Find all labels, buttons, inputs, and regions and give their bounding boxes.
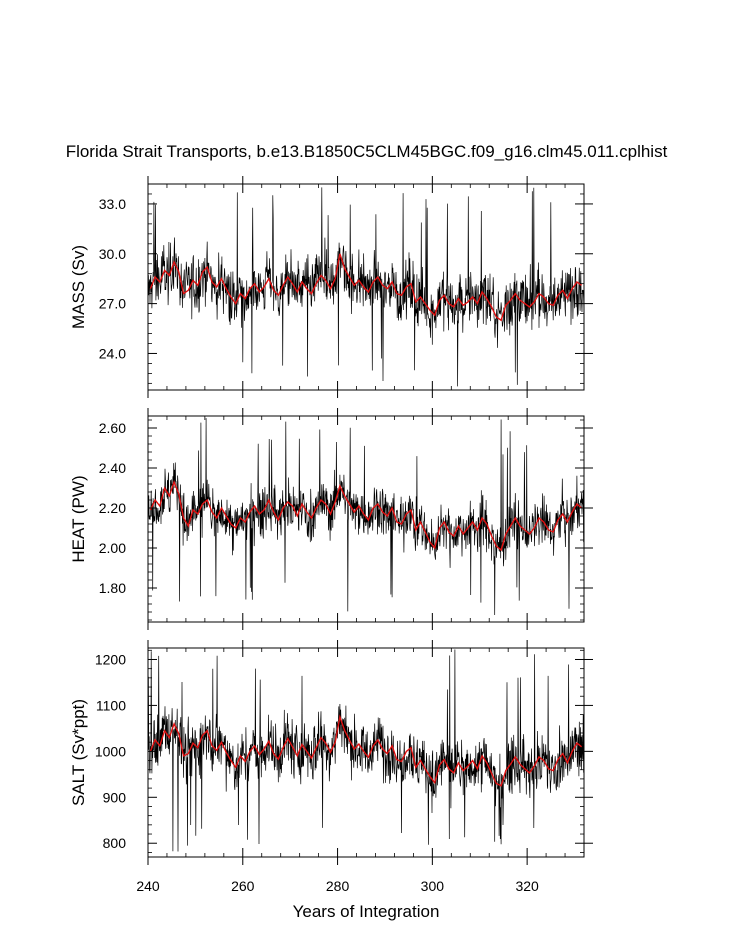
salt-y-tick-label: 1100 [96,697,126,713]
heat-panel: 1.80 2.00 2.20 2.40 2.60 HEAT (PW) [69,408,593,630]
figure-title: Florida Strait Transports, b.e13.B1850C5… [65,142,668,161]
heat-y-tick-label: 2.00 [99,540,126,556]
x-axis-label: Years of Integration [293,902,440,921]
mass-y-tick-label: 30.0 [99,246,126,262]
mass-y-axis-label: MASS (Sv) [69,245,88,329]
mass-monthly-line [148,187,584,387]
mass-panel: 24.0 27.0 30.0 33.0 MASS (Sv) [69,176,593,398]
mass-plot-frame [147,183,585,391]
salt-y-tick-label: 800 [103,835,127,851]
salt-y-tick-label: 900 [103,789,127,805]
salt-x-tick-label: 240 [136,878,160,894]
heat-y-tick-label: 2.20 [99,500,126,516]
salt-annual-mean-line [149,714,583,787]
salt-x-tick-label: 280 [326,878,350,894]
mass-annual-mean-line [149,253,583,322]
salt-y-tick-label: 1200 [95,651,126,667]
heat-annual-mean-line [149,479,583,552]
salt-y-axis-label: SALT (Sv*ppt) [69,699,88,806]
heat-y-axis-label: HEAT (PW) [69,475,88,562]
mass-y-tick-label: 33.0 [99,196,126,212]
salt-y-tick-label: 1000 [95,743,126,759]
heat-y-tick-label: 2.60 [99,420,126,436]
heat-plot-frame [147,415,585,623]
salt-x-tick-label: 260 [231,878,255,894]
salt-x-tick-label: 300 [421,878,445,894]
heat-y-tick-label: 2.40 [99,460,126,476]
salt-panel: 800 900 1000 1100 1200 240 260 280 300 320 SALT (S… [69,640,593,894]
salt-monthly-line [148,649,584,852]
mass-y-tick-label: 27.0 [99,296,126,312]
salt-plot-frame [147,647,585,858]
salt-x-tick-label: 320 [515,878,539,894]
heat-y-tick-label: 1.80 [99,580,126,596]
mass-y-tick-label: 24.0 [99,345,126,361]
